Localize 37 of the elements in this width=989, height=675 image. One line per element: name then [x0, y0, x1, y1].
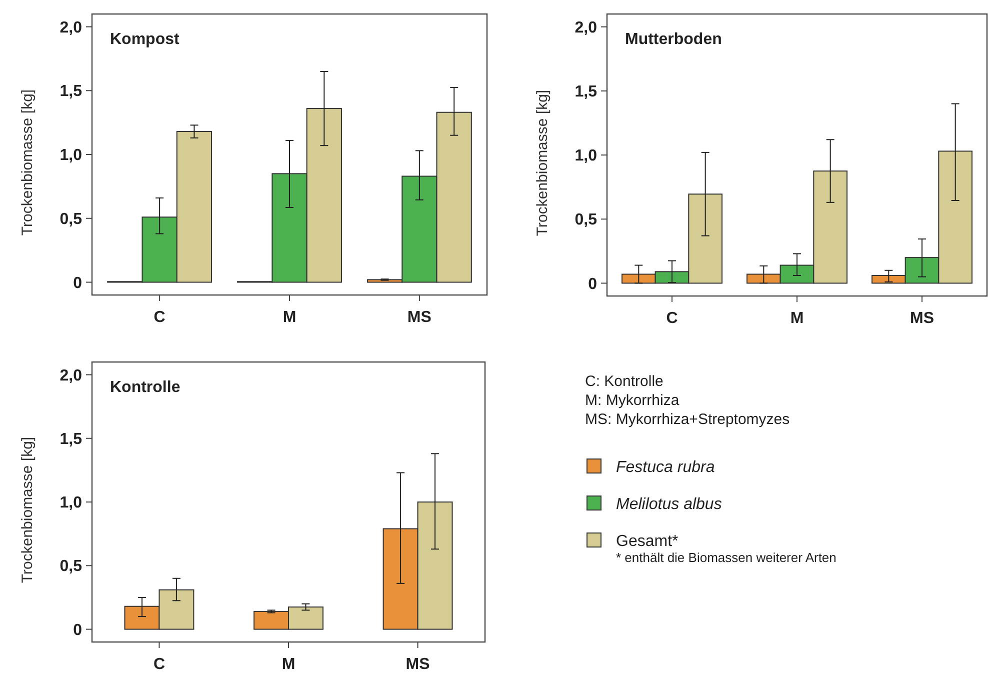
y-tick-label: 1,0 [60, 147, 82, 164]
x-tick-label: C [154, 309, 166, 326]
legend-label: Festuca rubra [616, 459, 715, 476]
x-tick-label: MS [406, 656, 430, 673]
y-tick-label: 1,5 [60, 430, 82, 448]
text: Mutterboden [625, 31, 722, 48]
text: M: Mykorrhiza [585, 392, 680, 409]
legend-label: Melilotus albus [616, 496, 722, 513]
y-tick-label: 2,0 [60, 19, 82, 36]
x-tick-label: C [666, 310, 678, 327]
x-tick-label: MS [407, 309, 432, 326]
y-tick-label: 0 [588, 276, 598, 293]
text: MS: Mykorrhiza+Streptomyzes [585, 411, 790, 428]
y-axis-title: Trockenbiomasse [kg] [534, 90, 551, 236]
y-tick-label: 0,5 [574, 212, 598, 229]
x-tick-label: MS [910, 310, 934, 327]
y-tick-label: 1,5 [574, 84, 598, 101]
x-tick-label: C [153, 656, 166, 673]
y-tick-label: 2,0 [574, 19, 598, 36]
text: Kompost [110, 31, 180, 48]
y-tick-label: 0,5 [60, 210, 82, 228]
y-tick-label: 2,0 [60, 367, 82, 384]
y-tick-label: 0 [73, 274, 82, 292]
y-tick-label: 1,0 [574, 148, 598, 165]
text: Kontrolle [110, 379, 180, 396]
y-tick-label: 0,5 [60, 558, 82, 576]
y-tick-label: 0 [73, 622, 82, 639]
text: C: Kontrolle [585, 373, 664, 390]
y-axis-title: Trockenbiomasse [kg] [19, 436, 36, 584]
x-tick-label: M [282, 309, 296, 326]
legend-label: Gesamt* [616, 533, 678, 550]
y-tick-label: 1,0 [60, 494, 82, 512]
y-tick-label: 1,5 [60, 83, 82, 100]
x-tick-label: M [790, 310, 804, 327]
y-axis-title: Trockenbiomasse [kg] [19, 89, 36, 236]
x-tick-label: M [282, 656, 296, 673]
text: * enthält die Biomassen weiterer Arten [616, 550, 836, 565]
